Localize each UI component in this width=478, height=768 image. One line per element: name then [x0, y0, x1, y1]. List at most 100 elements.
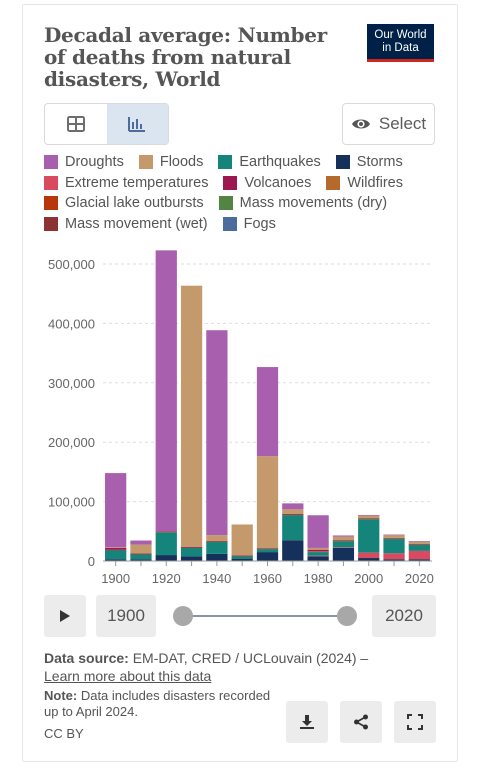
bar-segment [231, 555, 253, 556]
legend-label: Mass movement (wet) [65, 215, 208, 232]
legend-item[interactable]: Droughts [44, 154, 124, 170]
start-year-box[interactable]: 1900 [96, 595, 156, 637]
owid-logo[interactable]: Our World in Data [367, 24, 434, 62]
legend-label: Glacial lake outbursts [65, 195, 204, 212]
legend-swatch [44, 216, 58, 231]
bar-segment [180, 547, 203, 548]
source-label: Data source: [44, 650, 129, 666]
bar-segment [408, 544, 430, 551]
data-note: Note: Data includes disasters recorded u… [44, 688, 274, 720]
legend-swatch [335, 155, 350, 170]
legend-item[interactable]: Earthquakes [218, 154, 321, 170]
timeline-track[interactable] [183, 615, 347, 617]
share-button[interactable] [340, 701, 382, 743]
tab-chart[interactable] [106, 104, 168, 144]
legend-item[interactable]: Volcanoes [223, 175, 311, 191]
x-tick-label: 1980 [304, 571, 333, 586]
bar-segment [332, 541, 355, 542]
end-year-box[interactable]: 2020 [372, 595, 436, 637]
bar-segment [231, 524, 253, 556]
bar-segment [105, 550, 127, 560]
legend-swatch [44, 196, 58, 211]
timeline-controls: 1900 2020 [44, 595, 436, 637]
share-icon [354, 714, 368, 730]
bar-segment [383, 534, 405, 538]
legend-item[interactable]: Glacial lake outbursts [44, 195, 204, 211]
bar-segment [130, 553, 152, 555]
bar-segment [155, 532, 177, 556]
data-source: Data source: EM-DAT, CRED / UCLouvain (2… [44, 649, 439, 685]
bar-segment [206, 330, 228, 536]
select-label: Select [378, 114, 427, 133]
bar-segment [307, 551, 329, 552]
bar-segment [408, 541, 430, 544]
timeline-end-handle[interactable] [337, 606, 357, 626]
bar-segment [282, 515, 304, 541]
source-text: EM-DAT, CRED / UCLouvain (2024) – [128, 650, 369, 666]
chart-card [22, 4, 458, 762]
legend-item[interactable]: Mass movement (wet) [44, 216, 208, 232]
x-tick-label: 1960 [253, 571, 282, 586]
bar-segment [358, 552, 380, 559]
bar-segment [383, 534, 405, 536]
legend-label: Fogs [243, 215, 276, 232]
bar-segment [105, 559, 127, 561]
bar-segment [231, 558, 253, 561]
bar-segment [282, 509, 304, 515]
bar-segment [332, 540, 355, 541]
bar-segment [155, 531, 177, 533]
note-text: Data includes disasters recorded up to A… [44, 688, 271, 719]
bar-segment [256, 367, 279, 457]
bar-segment [408, 541, 430, 542]
bar-segment [332, 541, 355, 548]
tab-table[interactable] [45, 104, 107, 144]
bar-segment [307, 552, 329, 556]
y-tick-label: 0 [88, 554, 95, 569]
select-button[interactable]: Select [342, 103, 435, 145]
legend-item[interactable]: Floods [138, 154, 204, 171]
bar-segment [256, 548, 279, 550]
bar-segment [307, 515, 329, 548]
legend-item[interactable]: Extreme temperatures [44, 175, 208, 191]
bar-segment [180, 285, 203, 548]
bar-segment [383, 553, 405, 560]
legend-swatch [44, 155, 58, 170]
timeline-start-handle[interactable] [173, 606, 193, 626]
legend-label: Wildfires [347, 174, 403, 191]
bar-segment [358, 515, 380, 519]
legend-swatch [138, 155, 153, 170]
view-tabs [44, 103, 169, 145]
x-tick-label: 1900 [101, 571, 130, 586]
bar-segment [206, 541, 228, 543]
bar-segment [408, 544, 430, 546]
bar-segment [206, 541, 228, 542]
learn-more-link[interactable]: Learn more about this data [44, 668, 212, 684]
legend-item[interactable]: Mass movements (dry) [218, 195, 387, 211]
bar-segment [307, 547, 329, 550]
fullscreen-button[interactable] [394, 701, 436, 743]
bar-segment [358, 519, 380, 520]
bar-segment [332, 547, 355, 548]
legend-swatch [222, 216, 237, 231]
bar-segment [332, 547, 355, 561]
bar-segment [155, 250, 177, 532]
bar-segment [206, 541, 228, 542]
bar-segment [358, 518, 380, 520]
legend-label: Floods [159, 154, 204, 171]
bar-segment [383, 539, 405, 554]
bar-segment [180, 547, 203, 557]
play-button[interactable] [44, 595, 86, 637]
chart-icon [128, 117, 146, 132]
bar-segment [206, 553, 228, 561]
legend-item[interactable]: Wildfires [326, 175, 403, 191]
bar-segment [332, 540, 355, 542]
legend-label: Droughts [65, 154, 124, 171]
bar-segment [282, 514, 304, 516]
legend-item[interactable]: Fogs [222, 215, 276, 232]
legend-row: Extreme temperatures Volcanoes Wildfires [44, 173, 444, 194]
eye-icon [351, 119, 370, 129]
download-button[interactable] [286, 701, 328, 743]
legend-item[interactable]: Storms [335, 154, 403, 170]
bar-segment [206, 535, 228, 542]
bar-segment [256, 552, 279, 561]
